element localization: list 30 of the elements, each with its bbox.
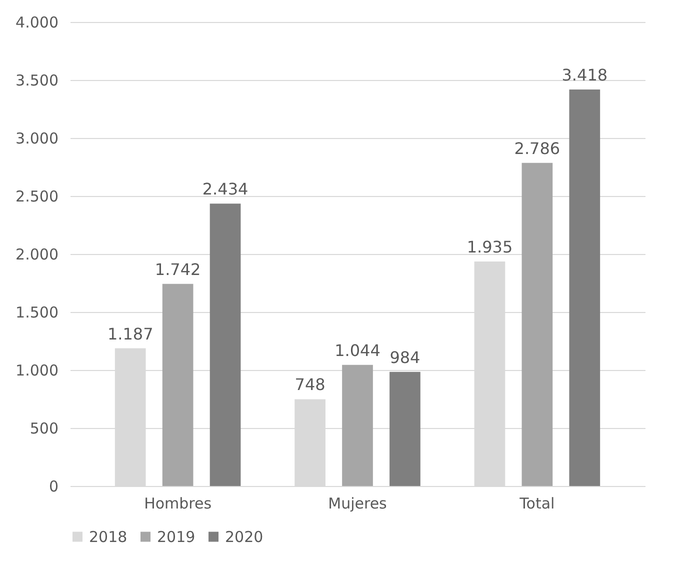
x-tick-label: Total	[518, 494, 555, 512]
bar	[162, 284, 194, 486]
y-tick-label: 1.000	[16, 362, 58, 380]
legend-label: 2020	[225, 528, 264, 546]
bar	[569, 90, 600, 486]
x-tick-label: Mujeres	[328, 494, 388, 512]
data-label: 2.434	[202, 180, 248, 199]
data-label: 748	[294, 375, 326, 394]
y-tick-label: 2.500	[16, 188, 58, 206]
bar	[522, 162, 553, 486]
y-tick-label: 2.000	[16, 246, 58, 264]
bar	[210, 204, 241, 486]
bar	[390, 372, 420, 486]
data-label: 3.418	[562, 66, 608, 85]
bar	[342, 364, 373, 486]
legend-label: 2018	[89, 528, 128, 546]
data-label: 1.044	[334, 340, 380, 360]
y-tick-label: 3.000	[16, 130, 58, 148]
legend-label: 2019	[157, 528, 196, 546]
data-label: 1.742	[154, 260, 201, 279]
y-tick-label: 1.500	[16, 304, 58, 322]
y-tick-label: 4.000	[16, 14, 58, 32]
y-tick-label: 500	[30, 420, 58, 438]
data-label: 1.935	[466, 238, 513, 257]
data-label: 1.187	[107, 324, 154, 344]
data-label: 984	[390, 348, 420, 367]
y-tick-label: 0	[48, 478, 58, 496]
data-label: 2.786	[514, 138, 560, 158]
y-tick-label: 3.500	[16, 72, 58, 90]
x-tick-label: Hombres	[144, 494, 212, 512]
